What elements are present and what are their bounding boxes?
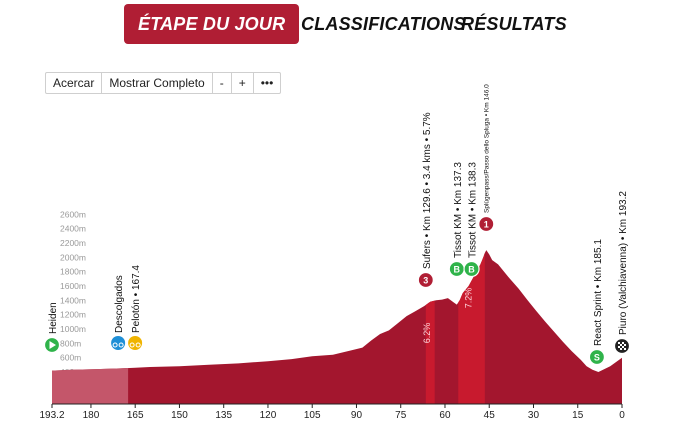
marker-label: Piuro (Valchiavenna) • Km 193.2 [618,191,629,335]
checker-cell [618,346,620,348]
y-tick-label: 2200m [60,238,86,248]
x-tick-label: 30 [528,410,540,421]
tab-resultats[interactable]: RÉSULTATS [461,14,567,34]
x-tick-label: 135 [215,410,232,421]
y-tick-label: 600m [60,353,81,363]
gradient-highlight [425,250,435,404]
y-tick-label: 2400m [60,224,86,234]
breakaway-group-icon [128,336,143,350]
climb-badge-icon [478,215,495,233]
bike-wheel-icon [135,342,141,348]
x-tick-label: 193.2 [39,410,64,421]
tab-etape-du-jour[interactable]: ÉTAPE DU JOUR [124,4,300,44]
start-flag-icon [43,336,61,354]
marker-label: Heiden [48,302,59,334]
start-segment [52,300,129,404]
x-tick-label: 150 [171,410,188,421]
x-tick-label: 180 [83,410,100,421]
badge-text: 3 [423,276,428,286]
y-tick-label: 2000m [60,252,86,262]
gradient-highlight [458,250,485,404]
y-tick-label: 1400m [60,295,86,305]
marker-label: Descolgados [114,275,125,333]
climb-badge-icon [417,271,434,289]
bike-wheel-icon [118,342,124,348]
badge-text: B [454,265,461,275]
elevation-profile [52,250,622,404]
checker-cell [622,342,624,344]
zoom-out-button[interactable]: - [213,73,232,93]
x-tick-label: 45 [484,410,496,421]
checker-cell [624,344,626,346]
x-tick-label: 90 [351,410,363,421]
gradient-label: 6.2% [422,323,432,344]
marker-label: React Sprint • Km 185.1 [593,239,604,346]
checker-cell [620,344,622,346]
profile-overlays [52,250,485,404]
bike-wheel-icon [112,342,118,348]
zoom-in-button[interactable]: Acercar [46,73,103,93]
chart-toolbar: Acercar Mostrar Completo - + ••• [45,72,282,94]
badge-text: 1 [484,220,489,230]
y-tick-label: 400m [60,367,81,377]
y-tick-label: 2600m [60,209,86,219]
zoom-plus-button[interactable]: + [232,73,254,93]
marker-label: Sufers • Km 129.6 • 3.4 kms • 5.7% [422,112,433,269]
marker-label: Tissot KM • Km 137.3 [453,162,464,258]
play-icon [49,341,56,349]
x-tick-label: 60 [439,410,451,421]
badge-text: B [468,265,475,275]
peloton-group-icon [111,336,126,350]
y-tick-label: 1200m [60,310,86,320]
more-menu-button[interactable]: ••• [260,76,274,90]
tab-bar: ÉTAPE DU JOUR CLASSIFICATIONS RÉSULTATS [0,0,680,50]
checker-cell [620,348,622,350]
finish-flag-icon [613,337,631,355]
sprint-icon [588,348,606,366]
checker-cell [622,346,624,348]
bonus-icon [448,260,465,278]
y-tick-label: 1000m [60,324,86,334]
y-tick-label: 800m [60,338,81,348]
x-tick-label: 165 [127,410,144,421]
x-tick-label: 120 [260,410,277,421]
badge-text: S [594,353,600,363]
bike-wheel-icon [129,342,135,348]
gradient-label: 7.2% [464,288,474,309]
x-tick-label: 75 [395,410,407,421]
checker-cell [624,348,626,350]
marker-label: Splügenpass/Passo dello Spluga • Km 146.… [483,84,490,213]
marker-label: Tissot KM • Km 138.3 [468,162,479,258]
x-tick-label: 15 [572,410,584,421]
x-tick-label: 0 [619,410,625,421]
checker-cell [618,342,620,344]
x-tick-label: 105 [304,410,321,421]
y-tick-label: 1600m [60,281,86,291]
y-tick-label: 1800m [60,267,86,277]
show-full-button[interactable]: Mostrar Completo [102,73,213,93]
marker-label: Pelotón • 167.4 [131,265,142,333]
tab-classifications[interactable]: CLASSIFICATIONS [301,14,466,34]
bonus-icon [463,260,480,278]
